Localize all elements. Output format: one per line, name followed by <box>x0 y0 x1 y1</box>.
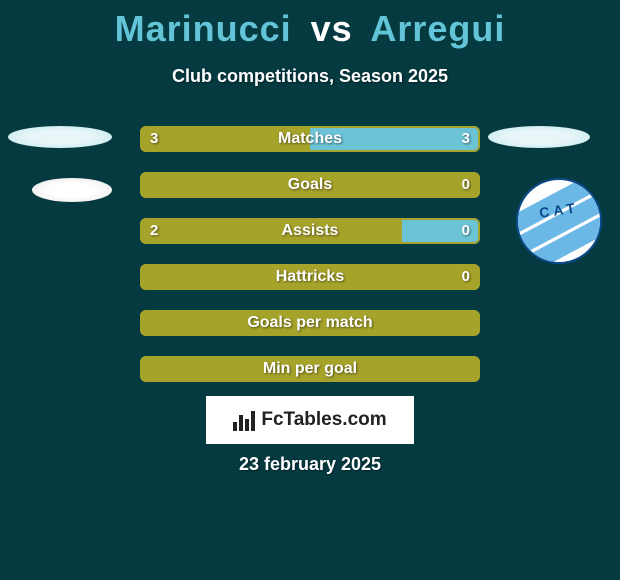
stat-row: Matches3 3 <box>140 126 480 152</box>
comparison-chart: Matches33Goals0Assists20Hattricks0Goals … <box>140 126 480 402</box>
page-title: Marinucci vs Arregui <box>0 0 620 50</box>
player2-photo-placeholder <box>488 126 590 148</box>
stat-value-left: 2 <box>150 218 158 244</box>
player2-club-badge: CAT <box>516 178 602 264</box>
date-label: 23 february 2025 <box>0 454 620 475</box>
stat-label: Min per goal <box>140 356 480 382</box>
stat-row: Goals per match <box>140 310 480 336</box>
stat-label: Hattricks <box>140 264 480 290</box>
stat-value-right: 0 <box>462 264 470 290</box>
chart-icon <box>233 409 255 431</box>
stat-label: Assists <box>140 218 480 244</box>
stat-row: Assists2 0 <box>140 218 480 244</box>
stat-label: Matches <box>140 126 480 152</box>
stat-label: Goals per match <box>140 310 480 336</box>
player1-name: Marinucci <box>115 8 292 49</box>
stat-value-right: 0 <box>462 172 470 198</box>
player1-photo-placeholder <box>8 126 112 148</box>
player2-name: Arregui <box>370 8 505 49</box>
stat-value-right: 3 <box>462 126 470 152</box>
stat-row: Goals0 <box>140 172 480 198</box>
stat-value-left: 3 <box>150 126 158 152</box>
subtitle: Club competitions, Season 2025 <box>0 66 620 87</box>
brand-text: FcTables.com <box>261 409 386 431</box>
stat-row: Min per goal <box>140 356 480 382</box>
brand-badge: FcTables.com <box>206 396 414 444</box>
vs-label: vs <box>311 8 353 49</box>
player1-club-placeholder <box>32 178 112 202</box>
stat-label: Goals <box>140 172 480 198</box>
stat-row: Hattricks0 <box>140 264 480 290</box>
stat-value-right: 0 <box>462 218 470 244</box>
